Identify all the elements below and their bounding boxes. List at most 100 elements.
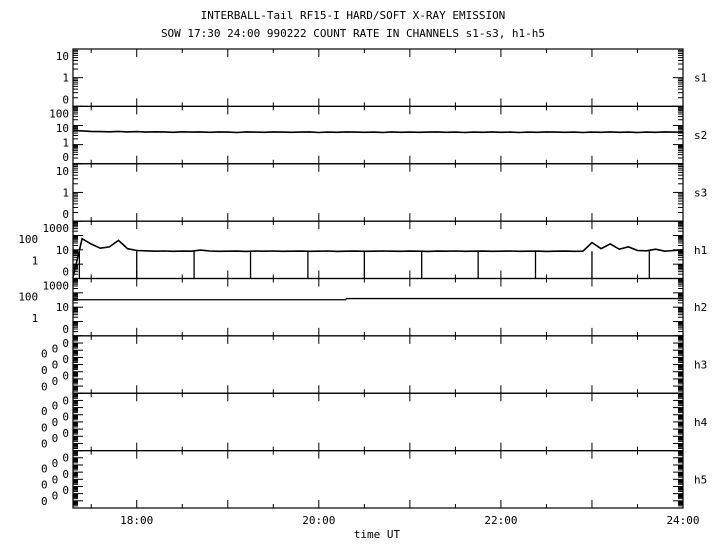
data-point <box>90 243 92 245</box>
y-tick-label: 10 <box>56 301 69 314</box>
y-tick-label: 1000 <box>43 222 70 235</box>
data-point <box>518 250 520 252</box>
data-point <box>445 250 447 252</box>
data-point <box>254 250 256 252</box>
data-point <box>309 131 311 133</box>
panel-label: h2 <box>694 301 707 314</box>
data-point <box>117 239 120 242</box>
panel-label: s2 <box>694 129 707 142</box>
data-point <box>281 131 284 133</box>
data-point <box>272 250 274 252</box>
y-tick-label: 0 <box>62 353 69 366</box>
data-point <box>190 131 192 133</box>
y-tick-label: 0 <box>62 151 69 164</box>
data-point <box>636 131 639 134</box>
data-point <box>354 131 356 133</box>
data-point <box>482 250 484 252</box>
data-point <box>145 250 147 252</box>
data-point <box>354 250 356 252</box>
data-point <box>345 131 347 133</box>
data-point <box>454 250 456 252</box>
panel-frame <box>72 392 684 452</box>
data-point <box>181 131 183 133</box>
y-tick-label: 1 <box>62 72 69 85</box>
y-tick-label: 1 <box>62 136 69 149</box>
y-tick-label: 0 <box>62 323 69 336</box>
data-point <box>254 131 256 133</box>
data-point <box>172 131 174 133</box>
data-point <box>245 250 247 252</box>
y-tick-label: 1000 <box>43 280 70 293</box>
x-tick-label: 18:00 <box>120 514 153 527</box>
data-point <box>600 248 602 250</box>
data-point <box>664 250 666 252</box>
data-point <box>527 250 529 252</box>
y-tick-label: 10 <box>56 165 69 178</box>
data-point <box>136 130 138 133</box>
y-tick-label: 0 <box>52 400 59 413</box>
y-tick-label: 0 <box>41 421 48 434</box>
data-point <box>491 131 493 133</box>
data-point <box>627 131 629 133</box>
data-point <box>536 250 538 252</box>
data-point <box>509 250 511 252</box>
data-point <box>673 131 675 133</box>
y-tick-label: 0 <box>62 427 69 440</box>
data-point <box>609 131 611 133</box>
panel-frame <box>72 48 684 107</box>
y-tick-label: 0 <box>41 405 48 418</box>
data-point <box>436 250 438 252</box>
data-point <box>208 131 211 133</box>
data-point <box>409 250 411 252</box>
y-tick-label: 0 <box>52 432 59 445</box>
data-point <box>600 131 602 133</box>
panel-label: h3 <box>694 359 707 372</box>
y-tick-label: 0 <box>62 337 69 350</box>
panel-frame <box>72 450 684 509</box>
data-point <box>227 250 229 252</box>
panel-label: h1 <box>694 244 707 257</box>
data-point <box>336 131 338 133</box>
data-point <box>582 250 584 252</box>
data-point <box>427 250 429 252</box>
data-point <box>472 250 475 252</box>
y-tick-label: 0 <box>62 369 69 382</box>
data-point <box>145 131 147 133</box>
y-tick-label: 0 <box>41 364 48 377</box>
data-point <box>491 250 493 252</box>
data-point <box>673 249 675 252</box>
data-point <box>99 130 101 133</box>
data-point <box>618 131 620 133</box>
data-point <box>108 246 111 248</box>
y-tick-label: 0 <box>52 473 59 486</box>
y-tick-label: 0 <box>62 208 69 221</box>
panel-label: s1 <box>694 72 707 85</box>
data-point <box>645 131 648 133</box>
y-tick-label: 0 <box>62 394 69 407</box>
data-point <box>391 250 393 252</box>
data-point <box>381 131 384 134</box>
panel-label: h5 <box>694 473 707 486</box>
data-point <box>227 131 229 133</box>
data-point <box>90 130 92 133</box>
data-point <box>636 249 639 252</box>
data-point <box>427 131 429 133</box>
y-tick-label: 0 <box>52 375 59 388</box>
data-point <box>500 131 502 133</box>
panel-frame <box>72 105 684 165</box>
y-tick-label: 10 <box>56 244 69 257</box>
data-point <box>573 250 575 252</box>
data-point <box>545 250 548 252</box>
data-point <box>363 131 365 133</box>
data-point <box>482 131 484 133</box>
data-point <box>309 250 311 252</box>
data-point <box>290 250 293 252</box>
data-point <box>591 131 593 133</box>
data-point <box>327 250 329 252</box>
data-point <box>345 250 347 252</box>
data-point <box>300 131 302 133</box>
